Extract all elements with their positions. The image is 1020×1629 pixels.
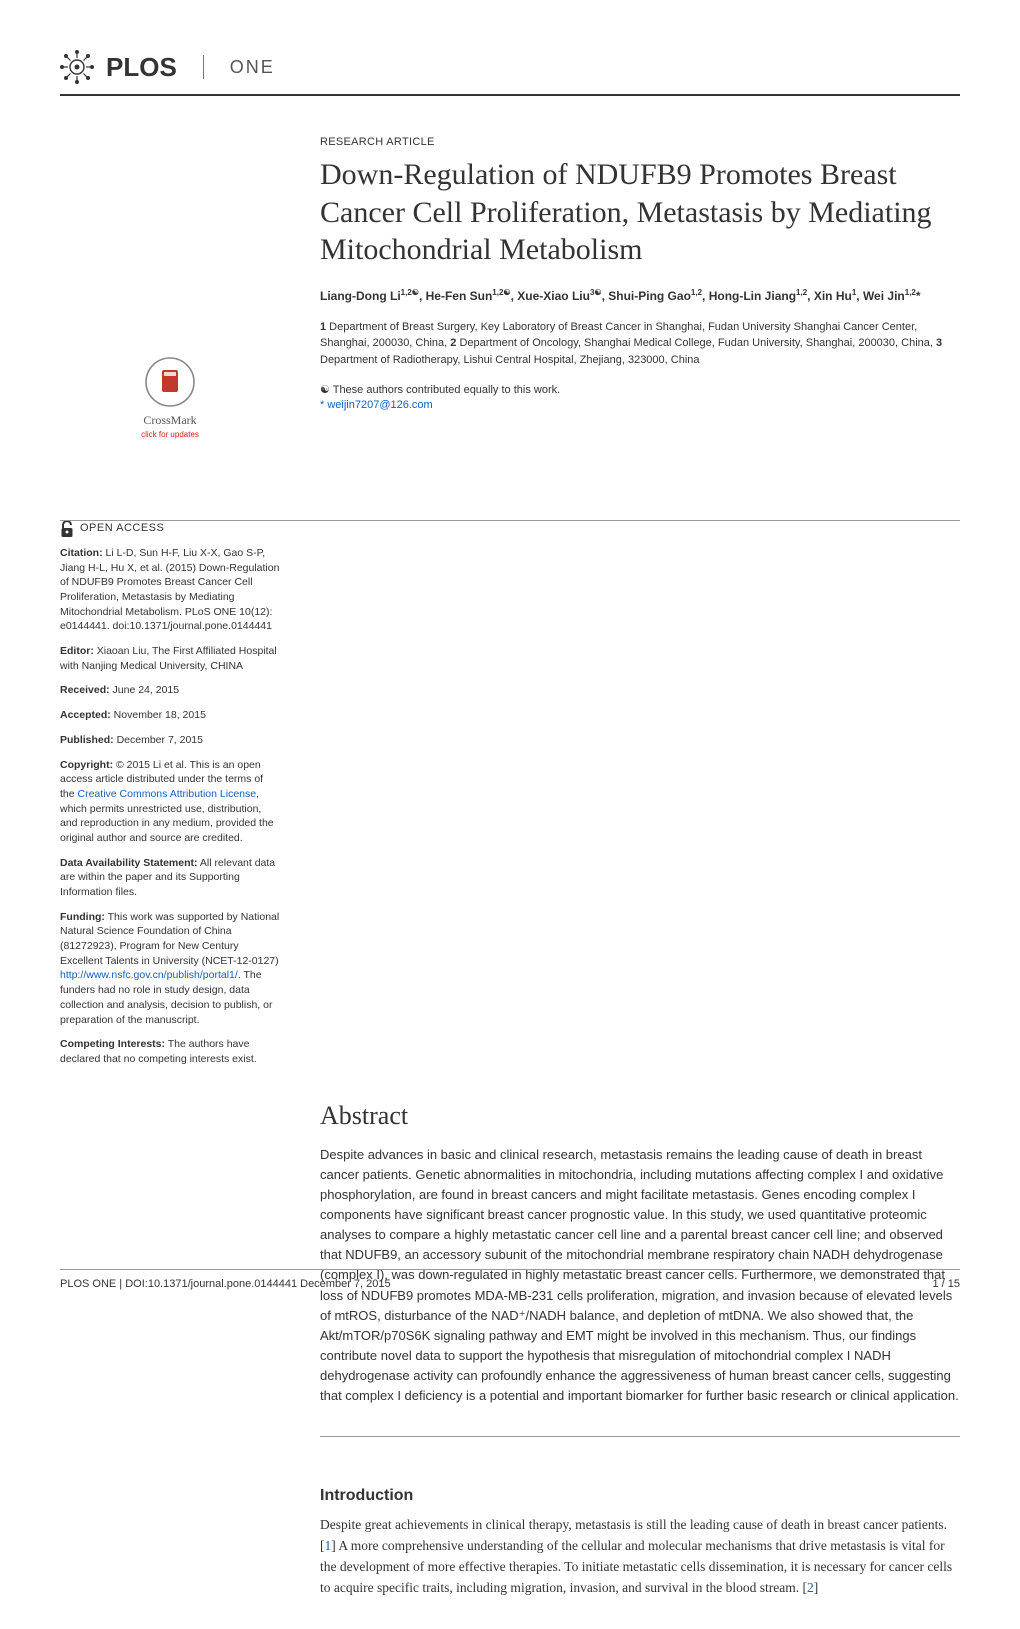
plos-icon: [60, 50, 94, 84]
editor-block: Editor: Xiaoan Liu, The First Affiliated…: [60, 644, 280, 673]
affiliations: 1 Department of Breast Surgery, Key Labo…: [320, 319, 960, 369]
crossmark-sub: click for updates: [60, 429, 280, 440]
received-text: June 24, 2015: [110, 684, 179, 696]
main-content: RESEARCH ARTICLE Down-Regulation of NDUF…: [320, 136, 960, 1077]
published-text: December 7, 2015: [114, 734, 203, 746]
copyright-label: Copyright:: [60, 759, 113, 771]
copyright-block: Copyright: © 2015 Li et al. This is an o…: [60, 758, 280, 846]
footer-left: PLOS ONE | DOI:10.1371/journal.pone.0144…: [60, 1278, 391, 1290]
crossmark-label: CrossMark: [60, 412, 280, 429]
crossmark-icon: [144, 356, 196, 408]
journal-logo: PLOS ONE: [60, 50, 275, 84]
corresponding-email[interactable]: * weijin7207@126.com: [320, 399, 960, 411]
competing-block: Competing Interests: The authors have de…: [60, 1037, 280, 1066]
citation-label: Citation:: [60, 547, 103, 559]
cc-license-link[interactable]: Creative Commons Attribution License: [78, 788, 257, 800]
abstract-bottom-rule: [320, 1436, 960, 1437]
introduction-body: Despite great achievements in clinical t…: [320, 1515, 960, 1599]
footer-right: 1 / 15: [932, 1278, 960, 1290]
received-block: Received: June 24, 2015: [60, 683, 280, 698]
data-label: Data Availability Statement:: [60, 857, 198, 869]
journal-header: PLOS ONE: [60, 50, 960, 96]
section-rule-top: [60, 520, 960, 521]
open-access-label: OPEN ACCESS: [80, 521, 164, 536]
data-availability-block: Data Availability Statement: All relevan…: [60, 856, 280, 900]
editor-label: Editor:: [60, 645, 94, 657]
published-block: Published: December 7, 2015: [60, 733, 280, 748]
published-label: Published:: [60, 734, 114, 746]
sidebar: CrossMark click for updates OPEN ACCESS …: [60, 136, 280, 1077]
accepted-block: Accepted: November 18, 2015: [60, 708, 280, 723]
funding-block: Funding: This work was supported by Nati…: [60, 910, 280, 1028]
abstract-heading: Abstract: [320, 1101, 960, 1131]
introduction-heading: Introduction: [320, 1487, 960, 1505]
journal-edition: ONE: [230, 57, 275, 78]
open-access-row: OPEN ACCESS: [60, 520, 280, 538]
logo-divider: [203, 55, 204, 79]
citation-block: Citation: Li L-D, Sun H-F, Liu X-X, Gao …: [60, 546, 280, 634]
funding-label: Funding:: [60, 911, 105, 923]
journal-name: PLOS: [106, 52, 177, 83]
page-footer: PLOS ONE | DOI:10.1371/journal.pone.0144…: [60, 1269, 960, 1290]
competing-label: Competing Interests:: [60, 1038, 165, 1050]
author-list: Liang-Dong Li1,2☯, He-Fen Sun1,2☯, Xue-X…: [320, 287, 960, 305]
equal-contribution-note: ☯ These authors contributed equally to t…: [320, 382, 960, 399]
open-access-icon: [60, 520, 74, 538]
article-title: Down-Regulation of NDUFB9 Promotes Breas…: [320, 156, 960, 269]
accepted-text: November 18, 2015: [111, 709, 206, 721]
citation-text: Li L-D, Sun H-F, Liu X-X, Gao S-P, Jiang…: [60, 547, 279, 632]
funding-link[interactable]: http://www.nsfc.gov.cn/publish/portal1/: [60, 969, 238, 981]
article-type: RESEARCH ARTICLE: [320, 136, 960, 148]
crossmark-badge[interactable]: CrossMark click for updates: [60, 356, 280, 440]
accepted-label: Accepted:: [60, 709, 111, 721]
received-label: Received:: [60, 684, 110, 696]
